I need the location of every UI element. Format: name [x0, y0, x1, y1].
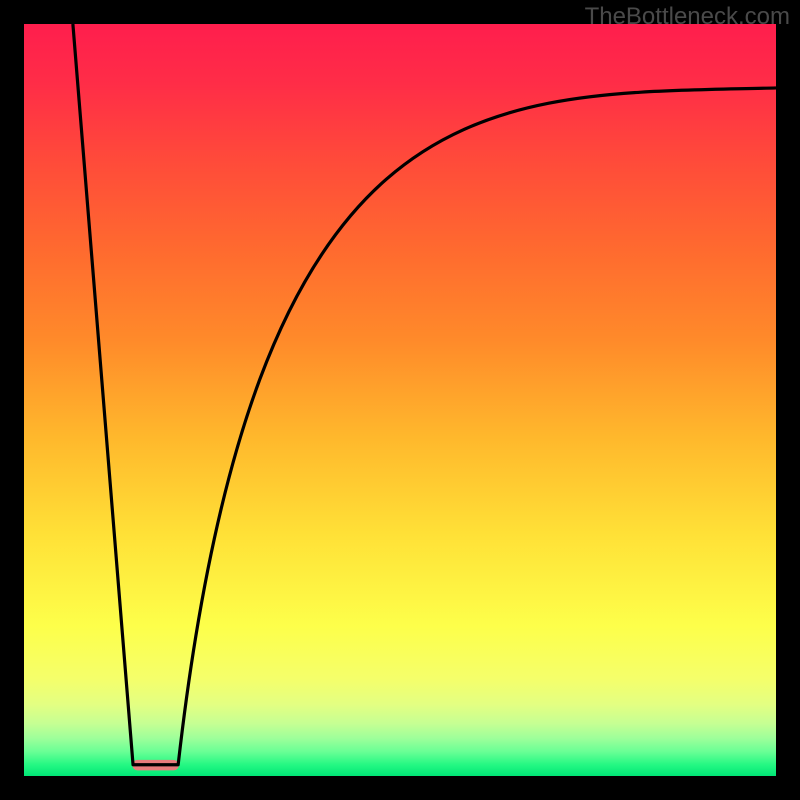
chart-root: TheBottleneck.com — [0, 0, 800, 800]
chart-svg — [0, 0, 800, 800]
watermark-text: TheBottleneck.com — [585, 3, 790, 31]
plot-area — [24, 24, 776, 776]
